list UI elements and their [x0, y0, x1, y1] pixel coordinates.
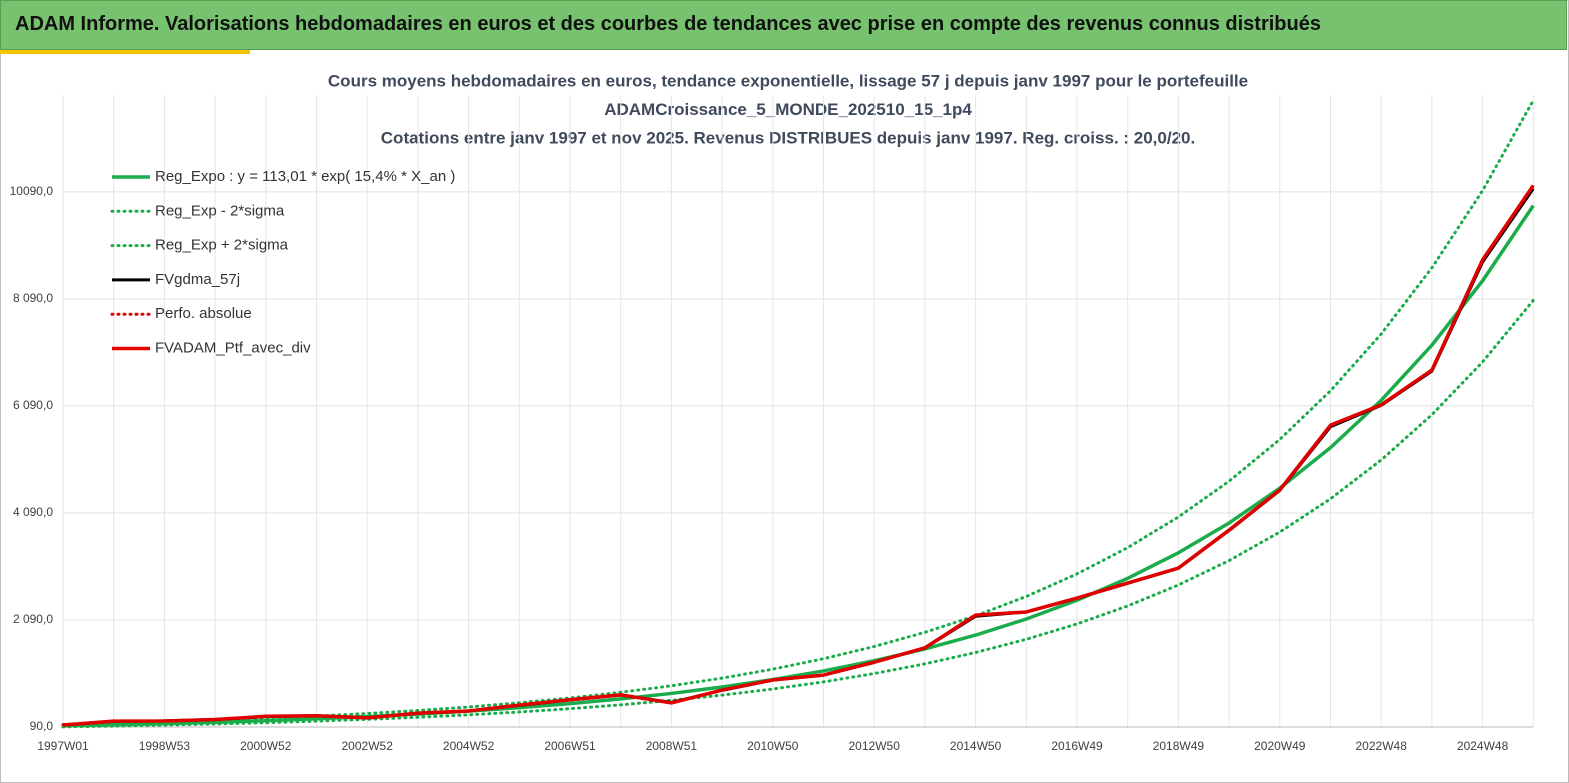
series-line	[61, 98, 1535, 727]
x-tick-label: 2020W49	[1254, 739, 1306, 753]
legend-label: FVADAM_Ptf_avec_div	[155, 339, 311, 356]
y-tick-label: 10090,0	[10, 184, 54, 198]
chart-title: ADAMCroissance_5_MONDE_202510_15_1p4	[604, 100, 972, 119]
x-tick-label: 2012W50	[849, 739, 901, 753]
legend-label: Reg_Exp + 2*sigma	[155, 237, 289, 254]
x-tick-label: 2002W52	[342, 739, 394, 753]
chart-title: Cotations entre janv 1997 et nov 2025. R…	[381, 128, 1195, 147]
x-tick-label: 2014W50	[950, 739, 1002, 753]
legend-label: Reg_Exp - 2*sigma	[155, 202, 285, 219]
x-tick-label: 2024W48	[1457, 739, 1509, 753]
series-line	[61, 183, 1535, 727]
x-tick-label: 1998W53	[139, 739, 191, 753]
y-tick-label: 6 090,0	[13, 398, 53, 412]
x-tick-label: 2022W48	[1356, 739, 1408, 753]
series-line	[62, 184, 1535, 727]
x-tick-label: 2010W50	[747, 739, 799, 753]
y-tick-label: 90,0	[30, 719, 54, 733]
x-tick-label: 1997W01	[37, 739, 89, 753]
y-tick-label: 8 090,0	[13, 291, 53, 305]
header-title: ADAM Informe. Valorisations hebdomadaire…	[15, 13, 1321, 35]
accent	[0, 50, 250, 54]
y-tick-label: 2 090,0	[13, 612, 53, 626]
chart-title: Cours moyens hebdomadaires en euros, ten…	[328, 71, 1248, 90]
series-line	[62, 204, 1535, 728]
series-line	[62, 187, 1535, 727]
legend-label: FVgdma_57j	[155, 271, 240, 288]
x-tick-label: 2018W49	[1153, 739, 1205, 753]
y-tick-label: 4 090,0	[13, 505, 53, 519]
x-tick-label: 2000W52	[240, 739, 292, 753]
x-tick-label: 2008W51	[646, 739, 698, 753]
x-tick-label: 2006W51	[544, 739, 596, 753]
legend-label: Perfo. absolue	[155, 305, 252, 322]
header: ADAM Informe. Valorisations hebdomadaire…	[0, 0, 1567, 50]
x-tick-label: 2004W52	[443, 739, 495, 753]
x-tick-label: 2016W49	[1051, 739, 1103, 753]
legend-label: Reg_Expo : y = 113,01 * exp( 15,4% * X_a…	[155, 168, 455, 185]
series-line	[61, 298, 1535, 729]
